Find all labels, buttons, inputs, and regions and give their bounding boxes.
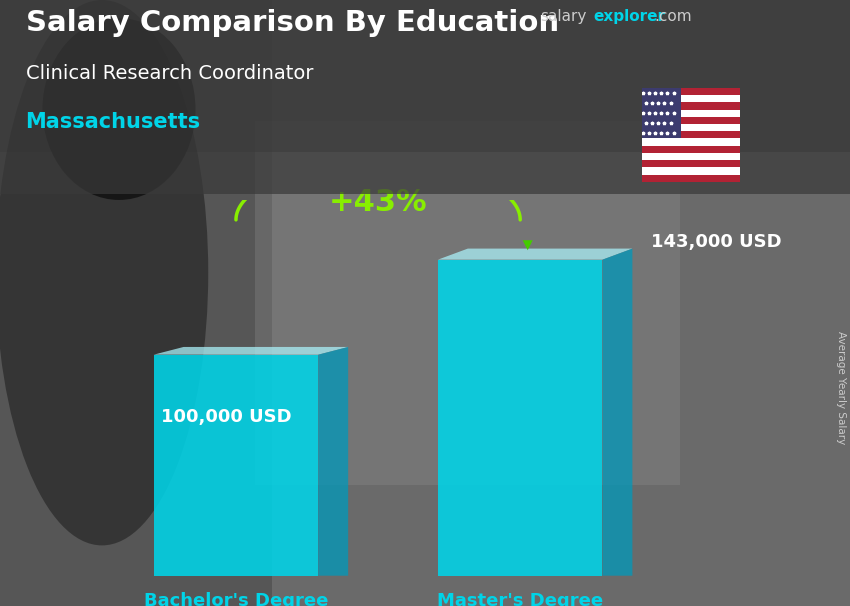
Bar <box>642 110 740 117</box>
Bar <box>642 132 740 138</box>
Polygon shape <box>154 355 318 576</box>
Text: .com: .com <box>654 9 692 24</box>
Bar <box>0 0 850 152</box>
Text: 143,000 USD: 143,000 USD <box>651 233 782 251</box>
Bar <box>642 117 740 124</box>
Polygon shape <box>603 248 632 576</box>
Bar <box>642 167 740 175</box>
Polygon shape <box>154 347 348 355</box>
Text: salary: salary <box>540 9 586 24</box>
Text: Average Yearly Salary: Average Yearly Salary <box>836 331 846 444</box>
Ellipse shape <box>42 18 196 200</box>
Text: Massachusetts: Massachusetts <box>26 112 201 132</box>
Bar <box>642 160 740 167</box>
Text: 100,000 USD: 100,000 USD <box>162 408 292 425</box>
Bar <box>642 102 740 110</box>
Bar <box>642 95 740 102</box>
Polygon shape <box>318 347 348 576</box>
Bar <box>642 124 740 132</box>
Ellipse shape <box>0 0 208 545</box>
Text: Salary Comparison By Education: Salary Comparison By Education <box>26 9 558 37</box>
Bar <box>642 175 740 182</box>
Bar <box>642 145 740 153</box>
Bar <box>642 88 681 138</box>
Bar <box>255 121 680 485</box>
Text: Clinical Research Coordinator: Clinical Research Coordinator <box>26 64 313 82</box>
Bar <box>642 88 740 95</box>
Text: +43%: +43% <box>329 188 428 217</box>
Bar <box>642 153 740 160</box>
Polygon shape <box>438 259 603 576</box>
Bar <box>642 138 740 145</box>
Polygon shape <box>438 248 632 259</box>
Bar <box>0 0 272 606</box>
Text: explorer: explorer <box>593 9 666 24</box>
